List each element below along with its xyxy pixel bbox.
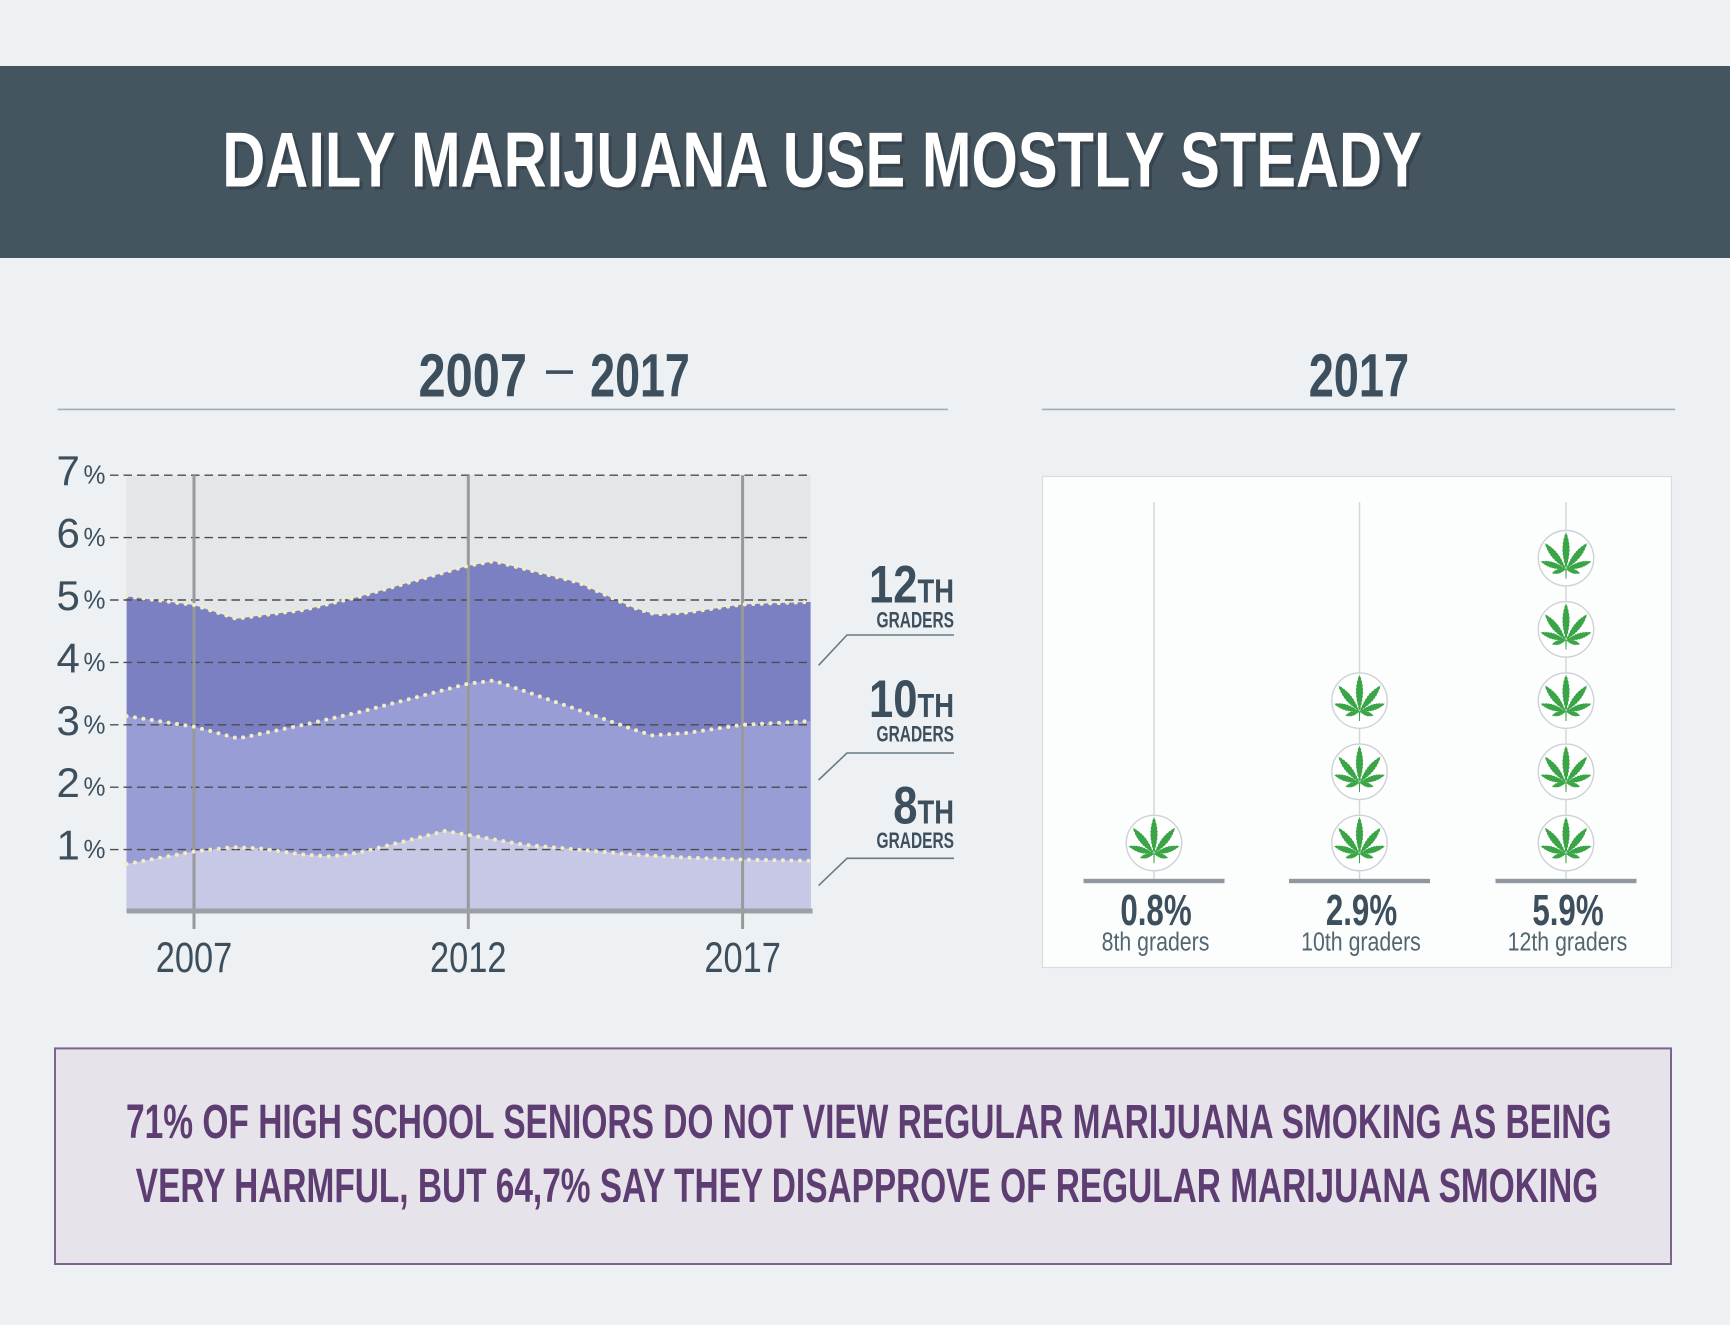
- svg-text:2: 2: [57, 759, 80, 806]
- svg-text:12th graders: 12th graders: [1508, 928, 1628, 958]
- svg-text:%: %: [84, 648, 106, 677]
- svg-text:%: %: [84, 586, 106, 615]
- svg-text:VERY HARMFUL, BUT 64,7% SAY TH: VERY HARMFUL, BUT 64,7% SAY THEY DISAPPR…: [136, 1159, 1598, 1212]
- svg-text:2007: 2007: [156, 934, 233, 981]
- svg-text:2.9%: 2.9%: [1326, 887, 1397, 935]
- svg-text:3: 3: [57, 697, 80, 744]
- svg-text:5: 5: [57, 572, 80, 619]
- svg-text:2007: 2007: [419, 341, 528, 409]
- svg-text:1: 1: [57, 822, 80, 869]
- svg-text:10th graders: 10th graders: [1301, 928, 1421, 958]
- svg-text:%: %: [84, 524, 106, 553]
- svg-text:2017: 2017: [704, 934, 781, 981]
- svg-text:5.9%: 5.9%: [1532, 887, 1603, 935]
- svg-text:0.8%: 0.8%: [1120, 887, 1191, 935]
- svg-text:4: 4: [57, 634, 80, 681]
- svg-text:DAILY MARIJUANA USE MOSTLY STE: DAILY MARIJUANA USE MOSTLY STEADY: [222, 116, 1421, 204]
- svg-text:GRADERS: GRADERS: [877, 609, 954, 633]
- svg-text:%: %: [84, 461, 106, 490]
- svg-text:2017: 2017: [1309, 342, 1409, 410]
- svg-text:2012: 2012: [430, 934, 507, 981]
- svg-text:71% OF HIGH SCHOOL SENIORS DO: 71% OF HIGH SCHOOL SENIORS DO NOT VIEW R…: [126, 1095, 1612, 1148]
- svg-text:7: 7: [57, 447, 80, 494]
- svg-text:GRADERS: GRADERS: [877, 830, 954, 854]
- svg-text:DAILY MARIJUANA USE MOSTLY STE: DAILY MARIJUANA USE MOSTLY STEADY: [225, 119, 1424, 207]
- svg-text:2017: 2017: [590, 343, 690, 410]
- svg-text:%: %: [84, 773, 106, 802]
- svg-text:6: 6: [57, 510, 80, 557]
- svg-text:%: %: [84, 836, 106, 865]
- svg-text:8th graders: 8th graders: [1102, 928, 1210, 958]
- svg-text:GRADERS: GRADERS: [877, 723, 954, 747]
- svg-text:%: %: [84, 711, 106, 740]
